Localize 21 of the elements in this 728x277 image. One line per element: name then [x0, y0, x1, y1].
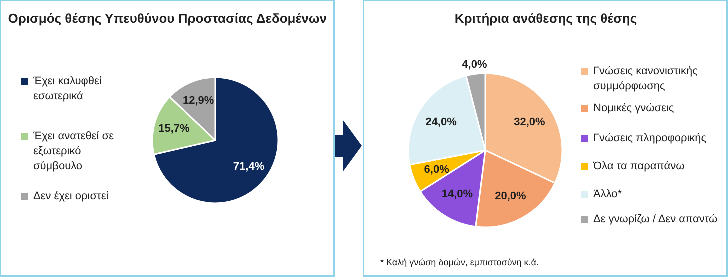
data-label: 6,0%	[424, 164, 450, 176]
chart-title: Ορισμός θέσης Υπευθύνου Προστασίας Δεδομένων	[8, 11, 328, 26]
legend-label: Έχει καλυφθεί εσωτερικά	[32, 76, 102, 102]
data-label: 14,0%	[442, 188, 474, 201]
data-label: 20,0%	[495, 190, 527, 202]
data-label: 32,0%	[514, 116, 546, 128]
chart-title: Κριτήρια ανάθεσης της θέσης	[454, 11, 638, 26]
legend-label: Δε γνωρίζω / Δεν απαντώ	[594, 214, 718, 226]
legend-label: Έχει ανατεθεί σε εξωτερικό σύμβουλο	[32, 130, 114, 172]
legend-label: Όλα τα παραπάνω	[592, 160, 686, 172]
data-label: 15,7%	[158, 123, 190, 136]
data-label: 12,9%	[183, 95, 214, 108]
data-label: 24,0%	[426, 116, 458, 128]
legend-label: Γνώσεις πληροφορικής	[594, 132, 707, 144]
legend-label: Νομικές γνώσεις	[594, 102, 674, 114]
data-label: 71,4%	[233, 161, 265, 174]
data-label: 4,0%	[462, 58, 488, 71]
legend-label: Δεν έχει οριστεί	[34, 190, 110, 202]
text: * Καλή γνώση δομών, εμπιστοσύνη κ.ά.	[380, 258, 540, 268]
legend-label: Άλλο*	[594, 188, 623, 200]
legend-label: Γνώσεις κανονιστικής συμμόρφωσης	[594, 66, 698, 92]
